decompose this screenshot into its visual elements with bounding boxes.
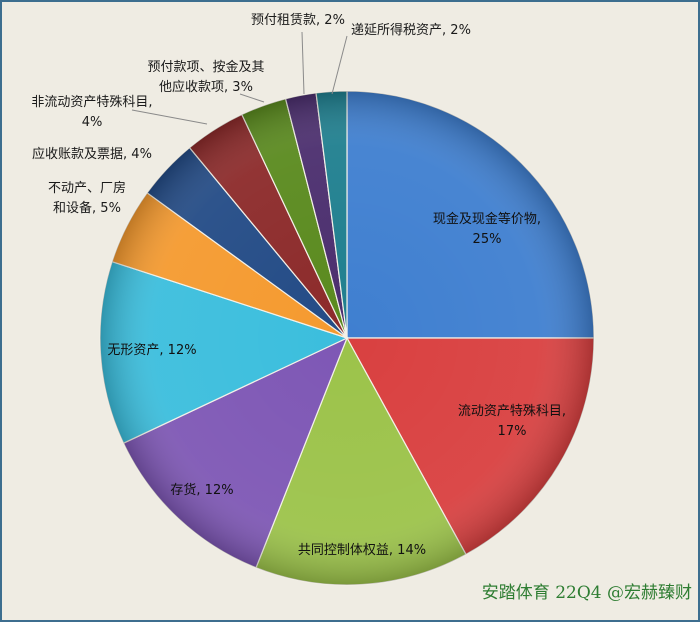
data-label-4-line-1: 存货, 12% (170, 482, 233, 498)
data-label-8-line-2: 4% (82, 115, 103, 130)
data-label-10: 预付租赁款, 2% (251, 13, 345, 28)
data-label-11: 递延所得税资产, 2% (351, 22, 471, 38)
data-label-1: 现金及现金等价物, 25% (433, 211, 541, 247)
data-label-5-line-1: 无形资产, 12% (107, 343, 196, 358)
data-label-8-line-1: 非流动资产特殊科目, (31, 95, 152, 110)
data-label-7: 应收账款及票据, 4% (32, 146, 152, 162)
data-label-3: 共同控制体权益, 14% (298, 542, 426, 558)
leader-line-8 (239, 93, 265, 103)
watermark-text: 安踏体育 22Q4 @宏赫臻财 (482, 583, 692, 603)
data-label-9: 预付款项、按金及其他应收款项, 3% (147, 59, 264, 95)
leader-line-7 (131, 109, 208, 125)
data-label-10-line-1: 预付租赁款, 2% (251, 13, 345, 28)
data-label-6-line-1: 不动产、厂房 (48, 180, 126, 196)
data-label-9-line-2: 他应收款项, 3% (159, 79, 253, 95)
data-label-2-line-2: 17% (498, 424, 527, 439)
data-label-1-line-2: 25% (473, 232, 502, 247)
data-label-1-line-1: 现金及现金等价物, (433, 211, 541, 227)
data-label-11-line-1: 递延所得税资产, 2% (351, 22, 471, 38)
data-label-5: 无形资产, 12% (107, 343, 196, 358)
pie-slices (99, 90, 595, 586)
data-label-8: 非流动资产特殊科目, 4% (31, 95, 152, 130)
leader-line-10 (331, 35, 348, 95)
data-label-9-line-1: 预付款项、按金及其 (147, 59, 264, 75)
data-label-7-line-1: 应收账款及票据, 4% (32, 146, 152, 162)
data-label-3-line-1: 共同控制体权益, 14% (298, 542, 426, 558)
data-label-4: 存货, 12% (170, 482, 233, 498)
data-label-2: 流动资产特殊科目, 17% (458, 404, 566, 439)
data-labels: 现金及现金等价物, 25% 流动资产特殊科目, 17% 共同控制体权益, 14% 存货, … (31, 13, 566, 558)
leader-line-9 (301, 31, 305, 95)
data-label-6: 不动产、厂房和设备, 5% (48, 180, 126, 216)
data-label-6-line-2: 和设备, 5% (53, 200, 121, 216)
leader-lines (131, 31, 348, 125)
data-label-2-line-1: 流动资产特殊科目, (458, 404, 566, 419)
